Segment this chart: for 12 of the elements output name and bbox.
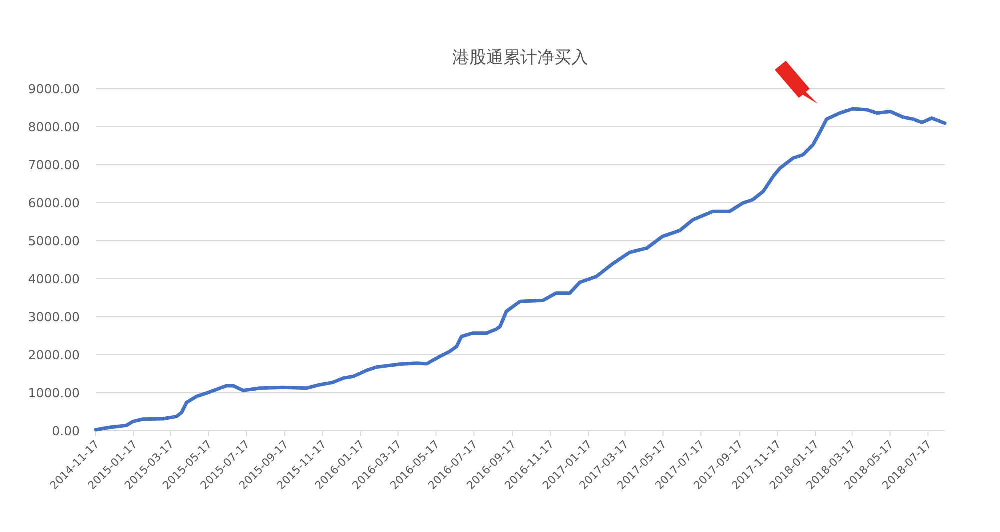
y-tick-label: 4000.00 — [28, 272, 80, 286]
y-tick-label: 0.00 — [52, 424, 80, 438]
y-tick-label: 5000.00 — [28, 234, 80, 248]
y-tick-label: 1000.00 — [28, 386, 80, 400]
line-series — [94, 107, 947, 432]
y-tick-label: 3000.00 — [28, 310, 80, 324]
y-tick-label: 6000.00 — [28, 196, 80, 210]
chart-title: 港股通累计净买入 — [452, 48, 588, 68]
y-tick-label: 2000.00 — [28, 348, 80, 362]
y-tick-label: 8000.00 — [28, 120, 80, 134]
y-tick-label: 9000.00 — [28, 82, 80, 96]
y-tick-label: 7000.00 — [28, 158, 80, 172]
